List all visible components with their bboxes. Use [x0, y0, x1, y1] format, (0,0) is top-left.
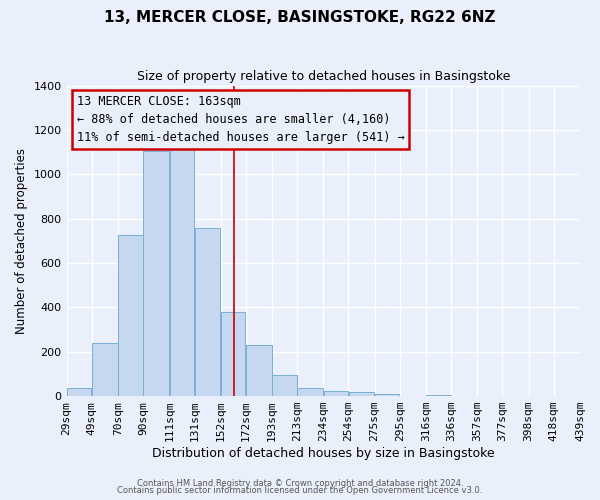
Bar — [118, 236, 143, 396]
Bar — [246, 345, 272, 396]
Bar — [143, 151, 169, 396]
Bar — [426, 395, 451, 396]
X-axis label: Distribution of detached houses by size in Basingstoke: Distribution of detached houses by size … — [152, 447, 494, 460]
Text: 13, MERCER CLOSE, BASINGSTOKE, RG22 6NZ: 13, MERCER CLOSE, BASINGSTOKE, RG22 6NZ — [104, 10, 496, 25]
Bar — [170, 148, 194, 396]
Bar — [297, 388, 323, 396]
Bar — [375, 394, 400, 396]
Bar — [92, 343, 118, 396]
Bar — [221, 312, 245, 396]
Bar — [323, 390, 348, 396]
Bar — [67, 388, 91, 396]
Title: Size of property relative to detached houses in Basingstoke: Size of property relative to detached ho… — [137, 70, 510, 83]
Text: 13 MERCER CLOSE: 163sqm
← 88% of detached houses are smaller (4,160)
11% of semi: 13 MERCER CLOSE: 163sqm ← 88% of detache… — [77, 95, 404, 144]
Text: Contains HM Land Registry data © Crown copyright and database right 2024.: Contains HM Land Registry data © Crown c… — [137, 478, 463, 488]
Bar — [194, 228, 220, 396]
Bar — [349, 392, 374, 396]
Text: Contains public sector information licensed under the Open Government Licence v3: Contains public sector information licen… — [118, 486, 482, 495]
Bar — [272, 375, 296, 396]
Y-axis label: Number of detached properties: Number of detached properties — [15, 148, 28, 334]
